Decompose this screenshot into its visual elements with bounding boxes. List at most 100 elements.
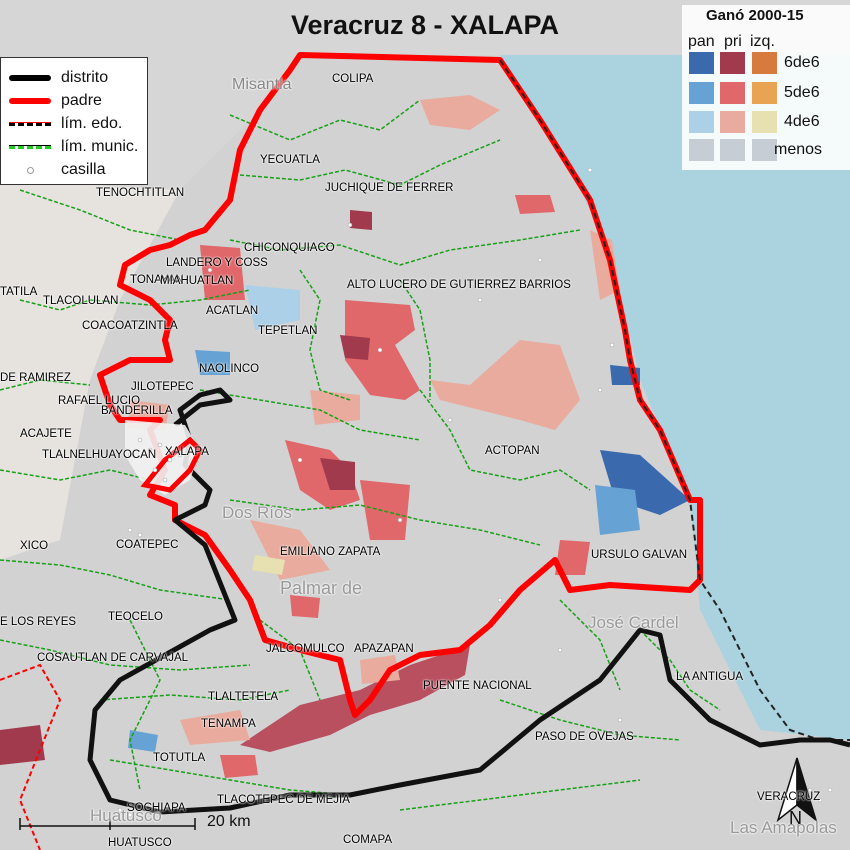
area-pri-4de6-d [180,710,250,745]
area-pri-6de6-e [0,725,45,765]
area-pri-4de6-a [430,340,580,430]
legend-label: distrito [61,69,109,86]
municipality-label: TENOCHTITLAN [96,187,185,199]
legend-item-lim-edo: lím. edo. [9,114,122,134]
municipality-label: TLACOTEPEC DE MEJIA [217,794,350,806]
municipality-label: RAFAEL LUCIO [58,395,141,407]
municipality-label: TENAMPA [201,718,256,730]
state-limit-sw [0,663,62,850]
scale-label: 20 km [207,813,251,830]
municipal-borders [0,99,721,811]
area-pri-4de6-h [360,655,400,684]
municipality-label: E LOS REYES [0,616,77,628]
area-pri-5de6-d [360,480,410,540]
municipality-label: PASO DE OVEJAS [535,731,634,743]
swatch-pri-6de6 [720,52,745,74]
legend-line-swatch [9,145,51,149]
area-pri-5de6-e [220,755,258,778]
municipality-label: URSULO GALVAN [591,549,688,561]
area-pri-5de6-c [285,440,360,510]
swatch-pri-menos [720,139,745,161]
area-pan-5de6-b [128,730,158,752]
municipality-label: TONAYAN [130,274,184,286]
municipality-label: HUATUSCO [108,837,172,849]
municipality-label: MIAHUATLAN [160,275,234,287]
area-pri-4de6-c [250,520,330,580]
polling-stations [117,167,833,818]
legend-item-padre: padre [9,91,102,111]
legend-item-lim-munic: lím. munic. [9,137,138,157]
legend-label: padre [61,92,102,109]
area-pan-5de6 [595,485,640,535]
swatch-izq-6de6 [752,52,777,74]
polling-station-icon [26,166,34,174]
municipality-label: LANDERO Y COSS [166,257,268,269]
basemap-label: Misantla [232,76,292,93]
xalapa-district-core [140,436,204,493]
basemap-label: Palmar de [280,578,363,598]
sea [500,55,850,740]
legend-line-swatch [9,122,51,126]
swatch-pan-4de6 [689,111,714,133]
area-pri-5de6 [345,300,420,400]
municipality-label: JALCOMULCO [266,643,345,655]
municipality-label: XALAPA [165,446,209,458]
municipality-label: COMAPA [343,834,392,846]
area-pan-5de6-c [195,350,230,375]
legend-line-swatch [9,75,51,81]
municipality-label: APAZAPAN [354,643,414,655]
municipality-label: BANDERILLA [101,405,173,417]
municipality-label: EMILIANO ZAPATA [280,546,381,558]
municipality-label: COACOATZINTLA [82,320,178,332]
municipality-label: ACAJETE [20,428,72,440]
area-pri-6de6-c [320,458,355,490]
swatch-pan-menos [689,139,714,161]
legend-item-distrito: distrito [9,68,108,88]
winner-legend-title: Ganó 2000-15 [706,7,804,24]
municipality-label: TEPETLAN [258,325,318,337]
municipality-label: VERACRUZ [757,791,821,803]
municipality-label: DE RAMIREZ [0,372,71,384]
municipality-label: TATILA [0,286,38,298]
municipality-label: COSAUTLAN DE CARVAJAL [37,652,189,664]
municipality-label: PUENTE NACIONAL [423,680,532,692]
area-pri-5de6-b [515,195,555,214]
party-header-pan: pan [688,33,715,50]
legend-item-casilla: casilla [9,160,105,180]
swatch-izq-5de6 [752,82,777,104]
municipality-label: TEOCELO [108,611,163,623]
area-pri-5de6-f [290,595,320,618]
legend-label: lím. munic. [61,138,139,155]
municipality-label: XICO [20,540,49,552]
municipality-label: COATEPEC [116,539,179,551]
swatch-pri-5de6 [720,82,745,104]
row-label-menos: menos [774,141,823,158]
area-pri-5de6-g [200,245,245,300]
basemap-label: José Cardel [588,613,679,632]
swatch-pan-6de6 [689,52,714,74]
municipality-label: TLALNELHUAYOCAN [42,449,157,461]
map-title: Veracruz 8 - XALAPA [290,10,560,40]
municipality-label: SOCHIAPA [127,802,186,814]
basemap-label: Dos Ríos [222,503,292,522]
swatch-izq-menos [752,139,777,161]
municipality-label: ACTOPAN [485,445,540,457]
party-header-pri: pri [724,33,742,50]
municipality-label: NAOLINCO [199,363,260,375]
swatch-pri-4de6 [720,111,745,133]
line-legend: distrito padre lím. edo. lím. munic. cas… [0,57,148,185]
area-pri-4de6-e [555,540,590,575]
municipality-label: LA ANTIGUA [676,671,744,683]
party-header-izq: izq. [750,33,775,50]
row-label-5de6: 5de6 [784,84,820,101]
municipality-label: TLALTETELA [208,691,279,703]
row-label-6de6: 6de6 [784,54,820,71]
area-izq-4de6 [252,555,285,575]
municipality-label: COLIPA [332,73,374,85]
area-pan-4de6 [245,285,300,330]
north-label: N [789,808,802,828]
north-arrow-icon [776,757,818,823]
winner-legend: Ganó 2000-15 pan pri izq. 6de6 5de6 4de6… [682,5,850,170]
area-pri-6de6-d [240,645,470,752]
row-label-4de6: 4de6 [784,113,820,130]
